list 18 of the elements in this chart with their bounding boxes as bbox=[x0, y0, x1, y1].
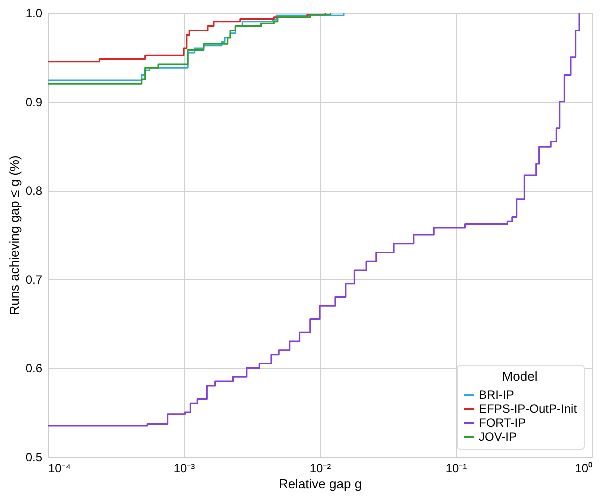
x-tick-label: 10⁻³ bbox=[174, 462, 196, 476]
x-tick-label: 10⁻² bbox=[310, 462, 332, 476]
x-axis-title: Relative gap g bbox=[278, 476, 362, 492]
legend-label: FORT-IP bbox=[479, 416, 526, 430]
y-axis-title: Runs achieving gap ≤ g (%) bbox=[6, 156, 22, 316]
y-tick-label: 1.0 bbox=[26, 6, 43, 20]
y-tick-label: 0.5 bbox=[26, 450, 43, 464]
legend-label: JOV-IP bbox=[479, 430, 518, 444]
x-tick-label: 10⁰ bbox=[575, 462, 592, 476]
y-tick-label: 0.6 bbox=[26, 362, 43, 376]
legend-title: Model bbox=[502, 369, 538, 384]
x-tick-label: 10⁻⁴ bbox=[48, 462, 72, 476]
y-tick-label: 0.8 bbox=[26, 184, 43, 198]
legend-label: EFPS-IP-OutP-Init bbox=[479, 402, 578, 416]
y-tick-label: 0.9 bbox=[26, 95, 43, 110]
y-tick-label: 0.7 bbox=[26, 272, 43, 287]
x-tick-label: 10⁻¹ bbox=[446, 462, 468, 476]
legend-label: BRI-IP bbox=[479, 388, 514, 402]
